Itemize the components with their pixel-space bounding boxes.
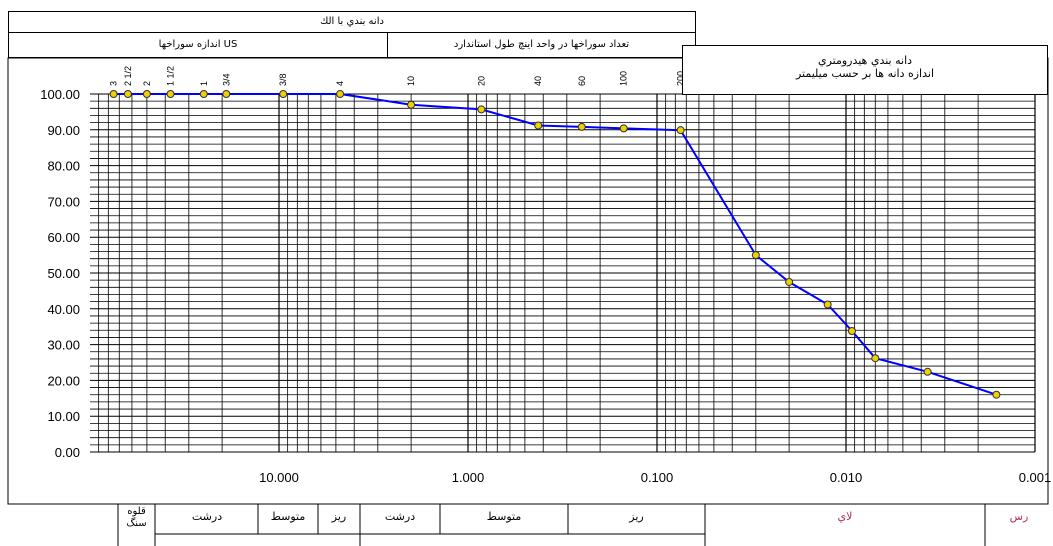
soil-class-strip (117, 504, 986, 546)
data-point (676, 126, 685, 135)
y-tick-label: 90.00 (47, 123, 80, 138)
sieve-label: 100 (619, 71, 629, 86)
mesh-box: تعداد سوراخها در واحد اينچ طول استاندارد (387, 32, 696, 58)
class-silt: لاي (837, 510, 853, 523)
sieve-label: 40 (533, 76, 543, 86)
data-point (751, 251, 760, 260)
class-sand-medium: متوسط (486, 510, 522, 523)
y-tick-label: 80.00 (47, 159, 80, 174)
class-gravel-coarse: درشت (191, 510, 223, 523)
class-sand-fine: ريز (629, 510, 644, 523)
data-point (923, 367, 932, 376)
sieve-label: 4 (335, 81, 345, 86)
data-point (871, 354, 880, 363)
sieve-label: 10 (406, 76, 416, 86)
data-point (199, 90, 208, 98)
data-point (407, 100, 416, 109)
class-gravel-medium: متوسط (270, 510, 306, 523)
data-point (534, 121, 543, 130)
class-gravel-fine: ريز (331, 510, 347, 523)
sieve-label: 200 (676, 71, 686, 86)
chart-frame (7, 57, 1049, 505)
sieve-label: 1 (199, 81, 209, 86)
y-tick-label: 10.00 (47, 409, 80, 424)
sieve-label: 3/4 (221, 73, 231, 86)
y-tick-label: 30.00 (47, 338, 80, 353)
sieve-labels: 32 1/221 1/213/43/84102040601002000.07 (109, 66, 692, 86)
us-sieve-label: اندازه سوراخها US (158, 39, 238, 50)
data-point (123, 90, 132, 98)
sieve-label: 3/8 (278, 73, 288, 86)
sieve-label: 2 1/2 (123, 66, 133, 86)
sieve-title-box: دانه بندي با الك (8, 11, 696, 33)
x-tick-label: 1.000 (452, 470, 485, 485)
y-tick-label: 70.00 (47, 194, 80, 209)
data-point (823, 300, 832, 309)
hydro-subtitle: اندازه دانه ها بر حسب ميليمتر (795, 67, 935, 81)
y-tick-label: 40.00 (47, 302, 80, 317)
data-point (785, 277, 794, 286)
y-tick-label: 20.00 (47, 373, 80, 388)
sieve-label: 60 (577, 76, 587, 86)
sieve-label: 3 (109, 81, 119, 86)
data-point (166, 90, 175, 98)
sieve-label: 20 (476, 76, 486, 86)
data-point (477, 105, 486, 114)
us-sieve-box: اندازه سوراخها US (8, 32, 388, 58)
x-axis: 10.000 1.000 0.100 0.010 0.001 (259, 470, 1051, 485)
sieve-label: 2 (142, 81, 152, 86)
data-point (222, 90, 231, 98)
y-axis: 0.00 10.00 20.00 30.00 40.00 50.00 60.00 70.00 8… (40, 87, 80, 460)
class-boulder: قلوه سنگ (126, 506, 147, 529)
data-point (109, 90, 118, 98)
sieve-title: دانه بندي با الك (320, 16, 384, 27)
x-tick-label: 0.001 (1019, 470, 1052, 485)
grid (90, 93, 1036, 453)
x-tick-label: 10.000 (259, 470, 299, 485)
sieve-label: 1 1/2 (166, 66, 176, 86)
hydro-box: دانه بندي هيدرومتري اندازه دانه ها بر حس… (682, 45, 1048, 95)
y-tick-label: 50.00 (47, 266, 80, 281)
data-point (142, 90, 151, 98)
data-point (336, 90, 345, 98)
x-tick-label: 0.100 (641, 470, 674, 485)
x-tick-label: 0.010 (830, 470, 863, 485)
data-point (577, 122, 586, 131)
data-point (847, 326, 856, 335)
data-series (109, 90, 1001, 399)
hydro-title: دانه بندي هيدرومتري (817, 54, 913, 67)
y-tick-label: 0.00 (55, 445, 80, 460)
class-clay: رس (1009, 510, 1029, 523)
data-point (992, 390, 1001, 399)
y-tick-label: 60.00 (47, 230, 80, 245)
data-point (619, 124, 628, 133)
mesh-label: تعداد سوراخها در واحد اينچ طول استاندارد (453, 39, 630, 50)
data-point (279, 90, 288, 98)
y-tick-label: 100.00 (40, 87, 80, 102)
class-sand-coarse: درشت (384, 510, 416, 523)
